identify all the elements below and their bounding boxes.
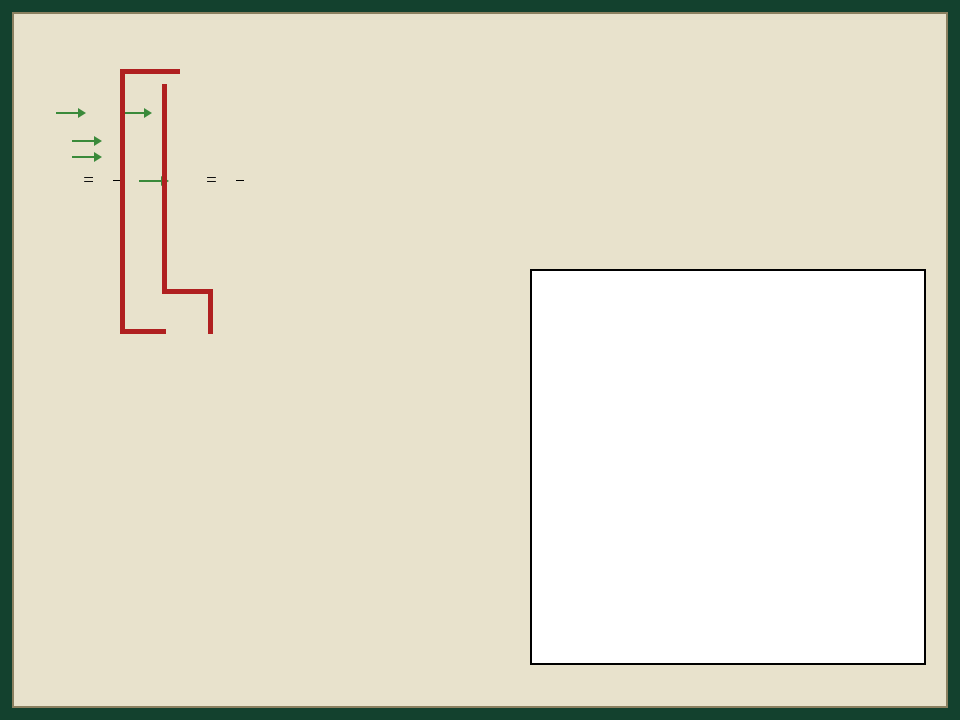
- red-connector: [120, 69, 180, 74]
- red-connector: [120, 329, 166, 334]
- red-connector: [120, 69, 125, 329]
- red-connector: [208, 289, 213, 334]
- arrow-icon: [56, 108, 86, 118]
- point-A-row: [38, 108, 922, 118]
- graph-svg: [532, 271, 924, 663]
- parabola-graph: [530, 269, 926, 665]
- frac2: [236, 180, 244, 181]
- equals2: =: [205, 168, 218, 194]
- red-connector: [162, 84, 167, 289]
- red-connector: [162, 289, 208, 294]
- title-front: [38, 26, 922, 54]
- arrow-icon: [72, 136, 102, 146]
- frac2-num: [236, 180, 244, 181]
- chalkboard: = =: [12, 12, 948, 708]
- b3-row: = =: [38, 168, 538, 194]
- arrow-icon: [72, 152, 102, 162]
- title-area: [38, 28, 922, 98]
- calc-row2: [56, 152, 538, 162]
- calc-row1: [56, 136, 538, 146]
- equals1: =: [82, 168, 95, 194]
- left-column: = =: [38, 130, 538, 194]
- arrow-icon: [122, 108, 152, 118]
